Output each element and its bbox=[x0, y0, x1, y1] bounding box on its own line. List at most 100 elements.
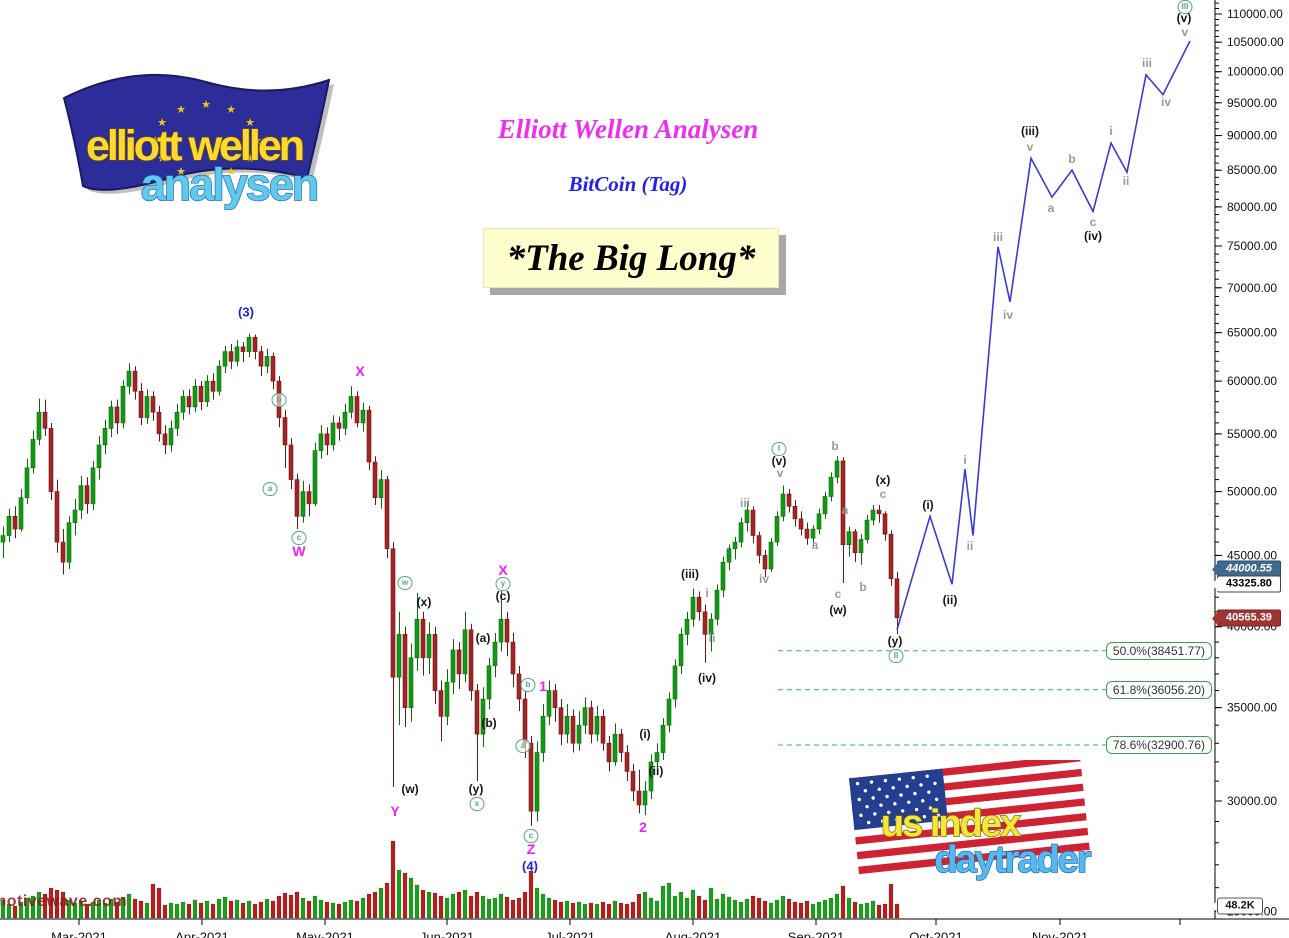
candle-body bbox=[738, 522, 744, 543]
volume-bar bbox=[522, 891, 528, 919]
volume-bar bbox=[582, 903, 588, 919]
volume-bar bbox=[456, 891, 462, 919]
wave-label: c bbox=[834, 587, 842, 601]
candle-body bbox=[162, 433, 168, 446]
svg-text:★: ★ bbox=[157, 153, 167, 165]
candle-body bbox=[678, 634, 684, 667]
volume-bar bbox=[234, 899, 240, 919]
y-axis-label[interactable]: 55000.00 bbox=[1227, 427, 1277, 441]
candle-body bbox=[132, 370, 138, 392]
candle-body bbox=[306, 491, 312, 505]
us-logo-text-line1: us index bbox=[881, 803, 1021, 845]
x-axis-label[interactable]: Apr-2021 bbox=[175, 930, 228, 938]
candle-body bbox=[714, 589, 720, 620]
volume-bar bbox=[108, 898, 114, 919]
candle-body bbox=[90, 467, 96, 505]
y-axis-label[interactable]: 75000.00 bbox=[1227, 239, 1277, 253]
x-axis-label[interactable]: Mar-2021 bbox=[51, 930, 107, 938]
y-axis-label[interactable]: 70000.00 bbox=[1227, 281, 1277, 295]
candle-body bbox=[210, 380, 216, 392]
candle-body bbox=[456, 649, 462, 675]
wave-label: v bbox=[1181, 25, 1189, 39]
candle-body bbox=[192, 385, 198, 408]
x-axis-label[interactable]: Jun-2021 bbox=[420, 930, 474, 938]
volume-bar bbox=[756, 897, 762, 919]
candle-body bbox=[768, 541, 774, 570]
candle-body bbox=[870, 509, 876, 521]
x-axis-label[interactable]: Nov-2021 bbox=[1032, 930, 1088, 938]
candle-body bbox=[342, 411, 348, 429]
candle-body bbox=[690, 596, 696, 620]
y-axis-label[interactable]: 65000.00 bbox=[1227, 326, 1277, 340]
y-axis-label[interactable]: 45000.00 bbox=[1227, 548, 1277, 562]
volume-bar bbox=[432, 892, 438, 919]
volume-bar bbox=[780, 895, 786, 919]
candle-body bbox=[522, 698, 528, 744]
us-index-daytrader-logo: us index daytrader bbox=[848, 760, 1094, 882]
volume-bar bbox=[198, 902, 204, 919]
volume-bar bbox=[156, 887, 162, 919]
wave-label: (x) bbox=[416, 595, 432, 609]
volume-bar bbox=[270, 900, 276, 919]
svg-text:★: ★ bbox=[157, 117, 167, 129]
volume-bar bbox=[564, 900, 570, 919]
wave-label-circled: c bbox=[523, 829, 539, 843]
candle-body bbox=[498, 618, 504, 643]
candle-body bbox=[60, 541, 66, 563]
candle-body bbox=[48, 428, 54, 492]
volume-bar bbox=[186, 903, 192, 919]
wave-label-circled: y bbox=[495, 577, 511, 591]
wave-label: b bbox=[831, 439, 839, 453]
y-axis-label[interactable]: 90000.00 bbox=[1227, 129, 1277, 143]
candle-body bbox=[108, 406, 114, 429]
y-axis-label[interactable]: 35000.00 bbox=[1227, 701, 1277, 715]
volume-bar bbox=[78, 900, 84, 919]
y-axis-label[interactable]: 50000.00 bbox=[1227, 485, 1277, 499]
wave-label: iii bbox=[992, 230, 1004, 244]
candle-body bbox=[6, 516, 12, 536]
volume-bar bbox=[738, 901, 744, 919]
candle-body bbox=[300, 491, 306, 517]
volume-bar bbox=[204, 900, 210, 919]
x-axis-label[interactable]: May-2021 bbox=[296, 930, 354, 938]
svg-text:★: ★ bbox=[226, 166, 236, 178]
candle-body bbox=[726, 548, 732, 563]
wave-label: (x) bbox=[875, 473, 891, 487]
y-axis-label[interactable]: 60000.00 bbox=[1227, 374, 1277, 388]
candle-body bbox=[486, 665, 492, 700]
candle-body bbox=[630, 771, 636, 792]
candle-body bbox=[618, 733, 624, 753]
volume-bar bbox=[180, 901, 186, 919]
y-axis-label[interactable]: 85000.00 bbox=[1227, 163, 1277, 177]
y-axis-label[interactable]: 95000.00 bbox=[1227, 96, 1277, 110]
x-axis-label[interactable]: Aug-2021 bbox=[665, 930, 721, 938]
x-axis-label[interactable]: Sep-2021 bbox=[788, 930, 844, 938]
y-axis-label[interactable]: 105000.00 bbox=[1227, 35, 1284, 49]
volume-bar bbox=[546, 897, 552, 919]
volume-bar bbox=[6, 903, 12, 919]
candle-body bbox=[882, 513, 888, 535]
volume-bar bbox=[408, 877, 414, 919]
candle-body bbox=[876, 509, 882, 515]
x-axis-label[interactable]: Jul-2021 bbox=[545, 930, 595, 938]
x-axis-label[interactable]: Oct-2021 bbox=[909, 930, 962, 938]
candle-body bbox=[396, 634, 402, 678]
volume-bar bbox=[648, 897, 654, 919]
volume-bar bbox=[174, 903, 180, 919]
candle-body bbox=[30, 439, 36, 469]
wave-label-circled: b bbox=[271, 393, 287, 407]
volume-bar bbox=[246, 900, 252, 919]
volume-bar bbox=[792, 901, 798, 919]
y-axis-label[interactable]: 100000.00 bbox=[1227, 65, 1284, 79]
y-axis-label[interactable]: 110000.00 bbox=[1227, 7, 1283, 21]
y-axis-label[interactable]: 80000.00 bbox=[1227, 200, 1277, 214]
candle-body bbox=[450, 649, 456, 683]
candle-body bbox=[864, 519, 870, 540]
y-axis-label[interactable]: 30000.00 bbox=[1227, 794, 1277, 808]
volume-axis-tag: 48.2K bbox=[1212, 897, 1263, 915]
svg-text:★: ★ bbox=[201, 99, 211, 111]
candle-body bbox=[426, 634, 432, 659]
wave-label: (c) bbox=[495, 589, 511, 603]
volume-bar bbox=[816, 901, 822, 919]
